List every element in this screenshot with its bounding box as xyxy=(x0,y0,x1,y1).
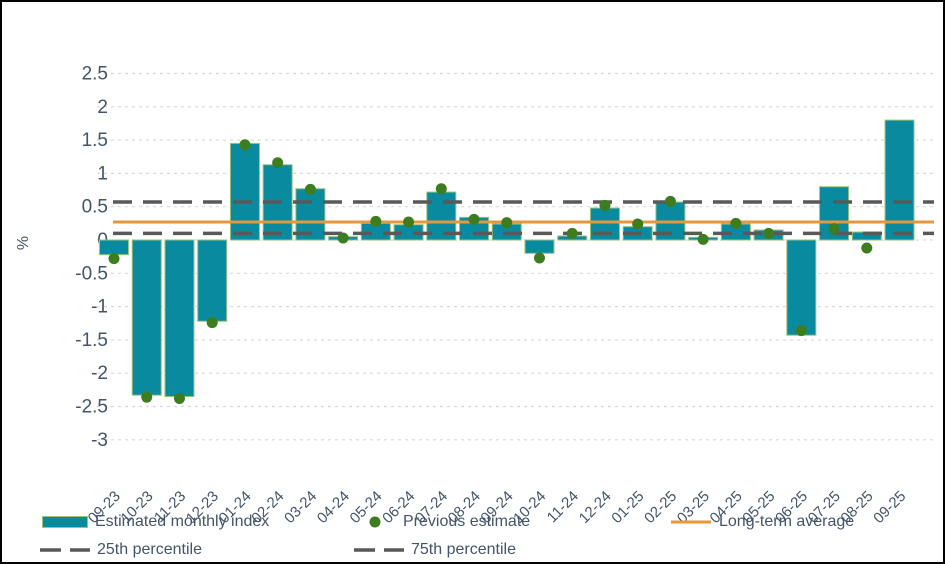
line-swatch-icon xyxy=(671,520,711,524)
dashed-swatch-icon xyxy=(354,548,404,552)
previous-estimate-dot xyxy=(795,325,807,337)
previous-estimate-dot xyxy=(763,227,775,239)
x-tick-label: 09-25 xyxy=(870,488,909,527)
previous-estimate-dot xyxy=(861,242,873,254)
dot-swatch-icon xyxy=(369,516,381,528)
bar-swatch-icon xyxy=(42,516,88,528)
y-tick-label: -2 xyxy=(91,363,108,384)
previous-estimate-dot xyxy=(304,183,316,195)
legend-item-long-term-average: Long-term average xyxy=(670,513,854,531)
y-axis-title: % xyxy=(15,235,32,251)
y-tick-label: -0.5 xyxy=(75,263,108,284)
previous-estimate-dot xyxy=(403,216,415,228)
y-tick-label: 2.5 xyxy=(82,64,108,85)
x-tick-label: 12-24 xyxy=(576,488,615,527)
y-tick-label: -2.5 xyxy=(75,397,108,418)
y-tick-label: -1.5 xyxy=(75,330,108,351)
bar xyxy=(229,142,260,241)
y-tick-label: 1.5 xyxy=(82,130,108,151)
legend-label: 25th percentile xyxy=(97,541,202,558)
previous-estimate-dot xyxy=(501,217,513,229)
bar xyxy=(786,239,817,336)
previous-estimate-dot xyxy=(632,218,644,230)
previous-estimate-dot xyxy=(239,139,251,151)
legend-item-25th-percentile: 25th percentile xyxy=(40,541,202,559)
previous-estimate-dot xyxy=(664,195,676,207)
y-tick-label: -3 xyxy=(91,430,108,451)
previous-estimate-dot xyxy=(370,215,382,227)
bar xyxy=(164,239,195,398)
previous-estimate-dot xyxy=(173,393,185,405)
previous-estimate-dot xyxy=(272,157,284,169)
bar xyxy=(197,239,228,322)
y-tick-label: 2 xyxy=(97,97,108,118)
dashed-swatch-icon xyxy=(40,548,90,552)
legend-item-75th-percentile: 75th percentile xyxy=(354,541,516,559)
bar xyxy=(99,239,129,256)
bar xyxy=(589,207,620,241)
bar xyxy=(295,188,326,241)
previous-estimate-dot xyxy=(337,232,349,244)
previous-estimate-dot xyxy=(697,233,709,245)
legend-item-estimated-monthly-index: Estimated monthly index xyxy=(42,513,269,531)
previous-estimate-dot xyxy=(533,252,545,264)
legend-label: Long-term average xyxy=(719,513,855,530)
bar xyxy=(884,119,915,241)
previous-estimate-dot xyxy=(599,199,611,211)
previous-estimate-dot xyxy=(435,183,447,195)
bar xyxy=(524,239,555,254)
previous-estimate-dot xyxy=(141,391,153,403)
bar xyxy=(131,239,162,396)
y-tick-label: 0.5 xyxy=(82,197,108,218)
legend-label: Previous estimate xyxy=(403,513,531,530)
x-tick-label: 01-25 xyxy=(608,488,647,527)
legend-label: Estimated monthly index xyxy=(95,513,270,530)
previous-estimate-dot xyxy=(828,223,840,235)
y-tick-label: -1 xyxy=(91,297,108,318)
previous-estimate-dot xyxy=(206,317,218,329)
previous-estimate-dot xyxy=(468,213,480,225)
legend-label: 75th percentile xyxy=(411,541,516,558)
previous-estimate-dot xyxy=(108,253,120,265)
x-tick-label: 11-24 xyxy=(544,488,582,526)
x-tick-label: 04-24 xyxy=(314,488,353,527)
y-tick-label: 1 xyxy=(97,163,108,184)
x-tick-label: 03-24 xyxy=(281,488,320,527)
previous-estimate-dot xyxy=(730,217,742,229)
legend-item-previous-estimate: Previous estimate xyxy=(368,513,530,531)
previous-estimate-dot xyxy=(566,227,578,239)
